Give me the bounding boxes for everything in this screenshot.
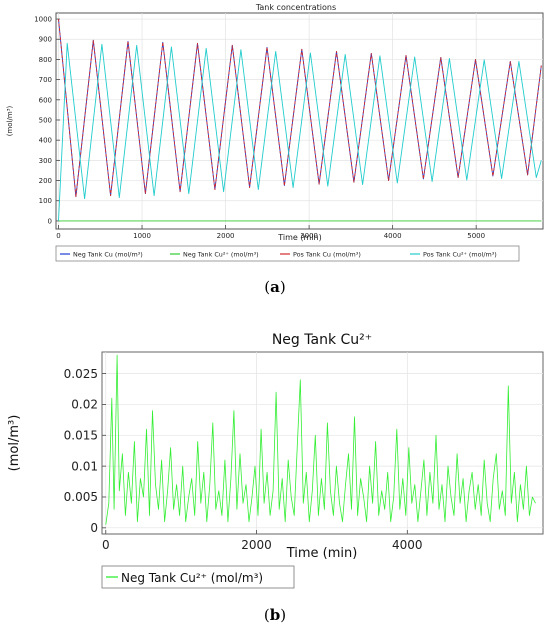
- y-tick-label: 200: [39, 177, 52, 185]
- chart-a-ylabel: (mol/m³): [6, 105, 14, 136]
- x-tick-label: 2000: [217, 232, 235, 240]
- y-tick-label: 0: [90, 521, 98, 535]
- x-tick-label: 2000: [241, 538, 272, 552]
- chart-a-series: [58, 19, 542, 222]
- y-tick-label: 700: [39, 76, 52, 84]
- chart-b-legend: [101, 565, 295, 589]
- legend-label-1: Neg Tank Cu (mol/m³): [73, 251, 143, 259]
- chart-b-plot-area: [101, 351, 544, 535]
- y-tick-label: 300: [39, 157, 52, 165]
- chart-b-ylabel: (mol/m³): [7, 415, 22, 472]
- chart-a-plot-area: [55, 12, 544, 230]
- y-tick-label: 100: [39, 197, 52, 205]
- chart-b-xlabel: Time (min): [286, 546, 358, 561]
- chart-b-legend-items: Neg Tank Cu²⁺ (mol/m³): [106, 571, 263, 585]
- legend-label-4: Pos Tank Cu²⁺ (mol/m³): [423, 251, 497, 259]
- chart-a-title: Tank concentrations: [255, 3, 336, 12]
- x-tick-label: 0: [102, 538, 110, 552]
- chart-a-ticks: 0 1000 2000 3000 4000 5000 0 100 200 300 400 500 600…: [34, 16, 485, 240]
- y-tick-label: 0.01: [71, 459, 98, 473]
- y-tick-label: 800: [39, 56, 52, 64]
- x-tick-label: 3000: [300, 232, 318, 240]
- legend-label-b: Neg Tank Cu²⁺ (mol/m³): [121, 571, 263, 585]
- y-tick-label: 0.005: [64, 490, 98, 504]
- chart-b-series: [105, 354, 536, 525]
- y-tick-label: 500: [39, 116, 52, 124]
- y-tick-label: 400: [39, 137, 52, 145]
- x-tick-label: 4000: [392, 538, 423, 552]
- caption-b-label: b: [270, 606, 281, 624]
- x-tick-label: 5000: [467, 232, 485, 240]
- series-line-1: [105, 354, 536, 525]
- caption-b: (b): [264, 606, 286, 624]
- y-tick-label: 0.025: [64, 367, 98, 381]
- y-tick-label: 0.02: [71, 398, 98, 412]
- caption-a: (a): [264, 278, 285, 296]
- y-tick-label: 1000: [34, 16, 52, 24]
- chart-a-xlabel: Time (min): [277, 233, 321, 242]
- y-tick-label: 600: [39, 96, 52, 104]
- x-tick-label: 1000: [133, 232, 151, 240]
- y-tick-label: 900: [39, 36, 52, 44]
- chart-a-legend-items: Neg Tank Cu (mol/m³) Neg Tank Cu²⁺ (mol/m…: [60, 251, 497, 259]
- chart-b-grid: [102, 352, 543, 534]
- legend-label-2: Neg Tank Cu²⁺ (mol/m³): [183, 251, 259, 259]
- caption-a-label: a: [270, 278, 280, 296]
- chart-b-title: Neg Tank Cu²⁺: [272, 332, 372, 348]
- x-tick-label: 4000: [384, 232, 402, 240]
- series-line-4: [58, 42, 542, 221]
- series-line-3: [58, 19, 542, 198]
- legend-label-3: Pos Tank Cu (mol/m³): [293, 251, 361, 259]
- y-tick-label: 0: [48, 217, 52, 225]
- x-tick-label: 0: [56, 232, 60, 240]
- chart-b-ticks: 0 2000 4000 0 0.005 0.01 0.015 0.02 0.025: [64, 367, 423, 552]
- chart-panel-b: Neg Tank Cu²⁺ 0 2000 4000 0 0.005 0.01 0.015 0.…: [7, 332, 544, 624]
- y-tick-label: 0.015: [64, 428, 98, 442]
